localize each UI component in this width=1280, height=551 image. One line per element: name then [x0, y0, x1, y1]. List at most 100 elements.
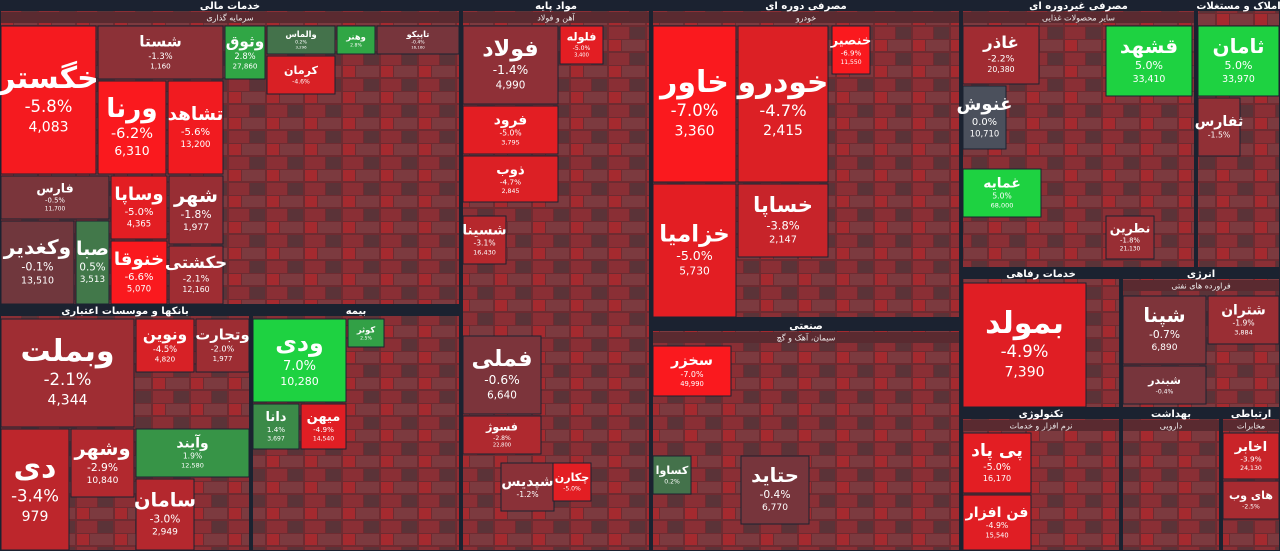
- stock-tile: [652, 455, 692, 495]
- stock-name: شتران: [1221, 302, 1266, 318]
- stock-value: 7,390: [1004, 364, 1044, 380]
- stock-name: فسوژ: [485, 420, 518, 433]
- stock-change: -0.6%: [484, 373, 519, 387]
- stock-tile: [0, 428, 70, 551]
- stock-tile: [1105, 215, 1155, 260]
- sector-title: صنعتی: [789, 321, 823, 332]
- stock-change: -4.9%: [986, 521, 1009, 530]
- stock-name: شپنا: [1143, 304, 1185, 327]
- sector-header-bg: [0, 305, 250, 316]
- stock-value: 15,540: [985, 531, 1008, 539]
- stock-name: میهن: [307, 410, 341, 425]
- sector-title: انرژی: [1187, 269, 1215, 280]
- subsector-title: سایر محصولات غذایی: [1042, 14, 1115, 23]
- stock-value: 5,070: [127, 283, 151, 293]
- stock-value: 6,310: [114, 144, 149, 158]
- stock-name: بمولد: [985, 306, 1064, 341]
- stock-value: 16,430: [473, 249, 496, 257]
- stock-tile: [962, 494, 1032, 551]
- stock-change: -1.4%: [493, 63, 528, 77]
- stock-value: 4,344: [47, 392, 87, 408]
- stock-value: 3,697: [267, 435, 285, 442]
- stock-tile: [336, 25, 376, 55]
- stock-name: وتجارت: [195, 326, 249, 343]
- stock-value: 13,510: [21, 275, 54, 286]
- stock-value: 14,540: [313, 435, 334, 442]
- stock-value: 12,580: [181, 462, 204, 470]
- stock-change: 7.0%: [283, 359, 316, 374]
- stock-value: 27,860: [233, 61, 258, 70]
- sector-header-bg: [462, 0, 650, 11]
- stock-name: ثفارس: [1195, 114, 1244, 130]
- stock-change: -0.7%: [1149, 328, 1180, 341]
- sector-title: خدمات مالی: [200, 1, 260, 12]
- stock-change: -5.0%: [125, 207, 154, 218]
- stock-value: 3,296: [295, 45, 307, 50]
- stock-tile: [962, 25, 1040, 85]
- stock-tile: [252, 318, 347, 403]
- sector-title: بیمه: [346, 306, 367, 317]
- stock-tile: [1122, 295, 1207, 365]
- stock-change: -2.9%: [87, 461, 118, 474]
- stock-value: 5,730: [679, 264, 710, 277]
- stock-change: -4.5%: [153, 344, 177, 354]
- stock-name: وساپا: [114, 184, 163, 205]
- stock-change: -1.8%: [1120, 237, 1140, 245]
- stock-value: 10,840: [87, 476, 119, 486]
- stock-tile: [737, 183, 829, 258]
- stock-change: -5.0%: [983, 462, 1010, 473]
- stock-name: اخابر: [1234, 440, 1267, 455]
- stock-name: پی پاد: [971, 441, 1023, 461]
- stock-tile: [110, 175, 168, 240]
- stock-change: 2.5%: [360, 335, 372, 341]
- stock-change: -1.5%: [1208, 130, 1231, 139]
- subsector-header-bg: [963, 420, 1119, 431]
- stock-value: 2,147: [769, 235, 797, 246]
- sector-header-bg: [962, 0, 1195, 11]
- stock-tile: [462, 415, 542, 455]
- stock-value: 6,640: [487, 389, 517, 401]
- stock-value: 2,949: [152, 528, 178, 538]
- stock-name: شهر: [173, 184, 218, 207]
- stock-change: -5.0%: [563, 485, 581, 492]
- stock-change: -7.0%: [680, 370, 703, 379]
- stock-tile: [962, 168, 1042, 218]
- stock-value: 12,160: [182, 285, 209, 294]
- stock-tile: [831, 25, 871, 75]
- stock-tile: [962, 432, 1032, 494]
- subsector-title: خودرو: [795, 14, 816, 23]
- stock-name: والماس: [285, 29, 316, 40]
- stock-name: شبندر: [1147, 374, 1181, 387]
- stock-tile: [1222, 432, 1280, 480]
- stock-name: ذوب: [496, 163, 525, 178]
- stock-name: حکشتی: [165, 253, 227, 272]
- stock-change: 1.4%: [267, 425, 285, 434]
- stock-change: -1.9%: [1232, 319, 1254, 328]
- subsector-header-bg: [1123, 280, 1279, 291]
- stock-value: 6,890: [1152, 343, 1178, 353]
- stock-tile: [75, 220, 110, 305]
- stock-name: خساپا: [753, 193, 813, 217]
- stock-value: 979: [22, 509, 49, 525]
- stock-change: -6.9%: [841, 48, 862, 57]
- stock-tile: [266, 25, 336, 55]
- stock-tile: [97, 80, 167, 175]
- stock-name: شستا: [139, 32, 182, 50]
- subsector-header-bg: [1223, 420, 1279, 431]
- stock-value: 33,410: [1133, 74, 1166, 85]
- stock-change: -3.0%: [150, 512, 181, 525]
- stock-name: ثامان: [1213, 34, 1265, 58]
- stock-name: های وب: [1229, 489, 1273, 502]
- stock-name: خنصیر: [830, 34, 872, 49]
- stock-change: -1.2%: [516, 490, 538, 499]
- stock-tile: [652, 25, 737, 183]
- stock-value: 16,170: [983, 474, 1011, 483]
- sector-header-bg: [1122, 268, 1280, 279]
- stock-value: 68,000: [991, 202, 1014, 210]
- stock-name: کرمان: [284, 64, 318, 77]
- sector-title: تکنولوژی: [1019, 409, 1064, 420]
- stock-value: 10,280: [280, 375, 319, 388]
- subsector-header-bg: [1, 12, 459, 23]
- sector-header-bg: [1122, 408, 1220, 419]
